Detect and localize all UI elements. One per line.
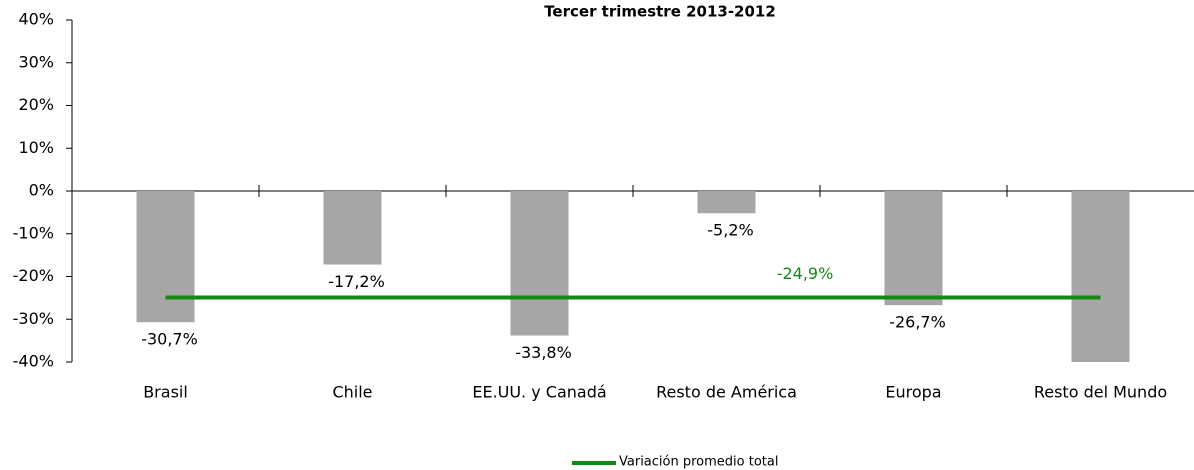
y-tick-label: 20% bbox=[18, 95, 54, 114]
y-tick-label: 40% bbox=[18, 10, 54, 29]
bar bbox=[136, 191, 195, 323]
value-label: -17,2% bbox=[328, 272, 385, 291]
x-tick-label: Brasil bbox=[143, 383, 188, 402]
bar bbox=[884, 191, 943, 306]
average-label: -24,9% bbox=[777, 264, 834, 283]
x-tick-label: EE.UU. y Canadá bbox=[472, 383, 606, 402]
bar bbox=[1071, 191, 1130, 362]
bar bbox=[697, 191, 756, 214]
y-tick-label: 30% bbox=[18, 52, 54, 71]
y-tick-label: 0% bbox=[29, 181, 54, 200]
y-tick-label: -30% bbox=[13, 309, 54, 328]
bar bbox=[510, 191, 569, 336]
y-tick-label: 10% bbox=[18, 138, 54, 157]
x-tick-label: Resto de América bbox=[656, 383, 797, 402]
value-label: -5,2% bbox=[707, 221, 753, 240]
y-tick-label: -20% bbox=[13, 266, 54, 285]
x-tick-label: Chile bbox=[332, 383, 372, 402]
bar bbox=[323, 191, 382, 265]
y-tick-label: -40% bbox=[13, 352, 54, 371]
x-tick-label: Europa bbox=[885, 383, 941, 402]
y-tick-label: -10% bbox=[13, 223, 54, 242]
chart-title: Tercer trimestre 2013-2012 bbox=[544, 3, 776, 21]
value-label: -26,7% bbox=[889, 313, 946, 332]
value-label: -30,7% bbox=[141, 330, 198, 349]
value-label: -33,8% bbox=[515, 343, 572, 362]
x-tick-label: Resto del Mundo bbox=[1034, 383, 1167, 402]
legend-label: Variación promedio total bbox=[619, 455, 778, 470]
